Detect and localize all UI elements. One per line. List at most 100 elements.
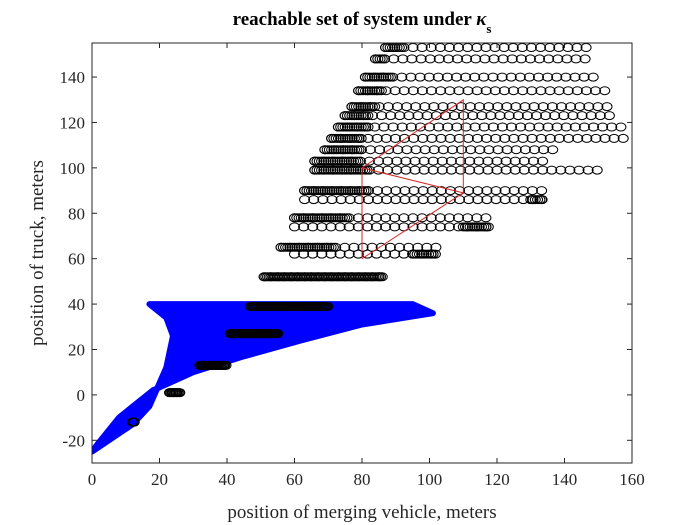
data-point xyxy=(424,54,436,64)
data-point xyxy=(436,156,448,166)
data-point xyxy=(469,122,481,132)
data-point xyxy=(376,272,388,282)
marker-row xyxy=(339,111,615,121)
marker-row xyxy=(309,156,549,166)
data-point xyxy=(426,186,438,196)
data-point xyxy=(392,145,404,155)
data-point xyxy=(421,111,433,121)
data-point xyxy=(389,249,401,259)
data-point xyxy=(352,249,364,259)
marker-row xyxy=(332,122,627,132)
data-point xyxy=(464,165,476,175)
data-point xyxy=(558,111,570,121)
data-point xyxy=(418,156,430,166)
data-point xyxy=(463,195,475,205)
data-point xyxy=(378,122,390,132)
x-tick-label: 40 xyxy=(219,470,236,489)
data-point xyxy=(499,133,511,143)
data-point xyxy=(362,195,374,205)
data-point xyxy=(471,213,483,223)
data-point xyxy=(391,165,403,175)
data-point xyxy=(509,156,521,166)
data-point xyxy=(412,111,424,121)
x-tick-label: 140 xyxy=(552,470,578,489)
data-point xyxy=(426,86,437,96)
data-point xyxy=(544,133,556,143)
data-point xyxy=(417,186,429,196)
data-point xyxy=(381,195,393,205)
data-point xyxy=(400,165,412,175)
x-tick-label: 80 xyxy=(354,470,371,489)
data-point xyxy=(371,222,382,232)
data-point xyxy=(474,102,485,112)
data-point xyxy=(482,165,494,175)
data-point xyxy=(469,72,481,82)
data-point xyxy=(407,86,419,96)
y-tick-label: 60 xyxy=(68,250,85,269)
data-point xyxy=(428,102,440,112)
data-point xyxy=(307,249,319,259)
data-point xyxy=(574,102,586,112)
data-point xyxy=(470,54,482,64)
data-point xyxy=(500,156,512,166)
data-point xyxy=(367,111,378,121)
y-tick-label: 0 xyxy=(77,386,86,405)
data-point xyxy=(537,165,549,175)
data-point xyxy=(371,213,382,223)
data-point xyxy=(415,54,427,64)
data-point xyxy=(308,195,320,205)
data-point xyxy=(432,72,444,82)
data-point xyxy=(344,195,356,205)
y-axis-label: position of truck, meters xyxy=(27,160,48,346)
data-point xyxy=(617,133,629,143)
data-point xyxy=(444,195,456,205)
data-point xyxy=(428,145,440,155)
data-point xyxy=(490,133,502,143)
data-point xyxy=(407,222,419,232)
data-point xyxy=(434,222,446,232)
data-point xyxy=(464,156,476,166)
data-point xyxy=(376,111,388,121)
data-point xyxy=(514,72,526,82)
data-point xyxy=(430,111,442,121)
marker-row xyxy=(370,54,591,64)
data-point xyxy=(444,86,456,96)
data-point xyxy=(591,165,603,175)
data-point xyxy=(597,122,609,132)
data-point xyxy=(543,54,555,64)
data-point xyxy=(352,213,364,223)
data-point xyxy=(580,86,592,96)
data-point xyxy=(501,102,513,112)
data-point xyxy=(462,86,474,96)
data-point xyxy=(479,54,491,64)
data-point xyxy=(494,111,506,121)
data-point xyxy=(364,145,376,155)
data-point xyxy=(369,102,381,112)
data-point xyxy=(430,242,442,252)
data-point xyxy=(462,213,474,223)
data-point xyxy=(569,72,581,82)
x-tick-label: 100 xyxy=(417,470,443,489)
data-point xyxy=(446,102,458,112)
data-point xyxy=(556,102,567,112)
data-point xyxy=(505,72,517,82)
data-point xyxy=(399,195,411,205)
data-point xyxy=(391,156,403,166)
data-point xyxy=(587,72,599,82)
data-point xyxy=(510,102,522,112)
data-point xyxy=(447,145,458,155)
data-point xyxy=(354,156,366,166)
data-point xyxy=(409,165,421,175)
data-point xyxy=(455,165,467,175)
data-point xyxy=(578,72,590,82)
data-point xyxy=(416,86,428,96)
data-point xyxy=(546,165,558,175)
data-point xyxy=(529,145,540,155)
data-point xyxy=(362,111,374,121)
data-point xyxy=(400,156,412,166)
data-point xyxy=(381,186,393,196)
data-point xyxy=(535,133,547,143)
data-point xyxy=(173,388,185,398)
data-point xyxy=(482,222,494,232)
data-point xyxy=(491,156,503,166)
